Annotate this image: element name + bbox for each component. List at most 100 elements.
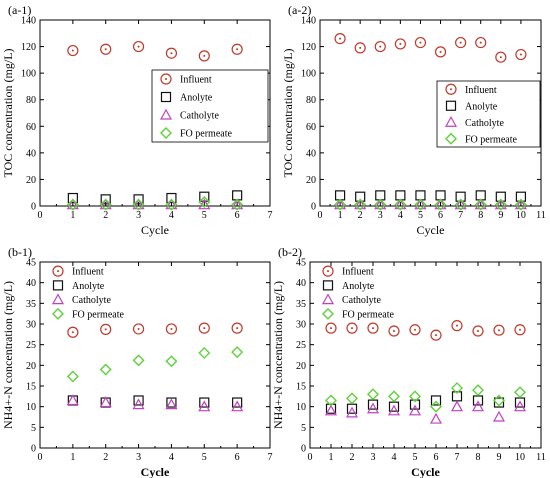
y-tick-label: 0 bbox=[31, 202, 36, 213]
legend-label: Influent bbox=[342, 267, 374, 278]
y-tick-label: 120 bbox=[301, 42, 316, 53]
data-point-catholyte bbox=[324, 404, 338, 416]
legend-label: Influent bbox=[72, 267, 104, 278]
data-point-anolyte bbox=[166, 397, 177, 408]
data-point-fo-permeate bbox=[354, 198, 367, 211]
x-tick-label: 10 bbox=[515, 452, 525, 463]
data-point-influent bbox=[67, 326, 79, 338]
data-point-catholyte bbox=[471, 400, 485, 412]
data-point-catholyte bbox=[345, 406, 359, 418]
chart-panel-2: 0 1 2 3 4 5 6 7 8 9 10 11 0 20 40 60 80 100 120 140(a-2) Cyc… bbox=[281, 3, 546, 237]
x-tick-label: 7 bbox=[268, 210, 273, 221]
data-point-influent bbox=[430, 329, 442, 341]
legend-marker-influent bbox=[445, 83, 457, 95]
data-point-influent bbox=[472, 325, 484, 337]
x-tick-label: 5 bbox=[418, 210, 423, 221]
y-tick-label: 20 bbox=[296, 361, 306, 372]
data-point-anolyte bbox=[355, 191, 366, 202]
x-tick-label: 2 bbox=[103, 452, 108, 463]
data-point-catholyte bbox=[454, 198, 467, 210]
data-point-anolyte bbox=[166, 192, 177, 204]
x-tick-label: 2 bbox=[350, 452, 355, 463]
data-point-catholyte bbox=[132, 398, 145, 410]
x-tick-label: 6 bbox=[235, 210, 240, 221]
x-tick-label: 0 bbox=[38, 452, 43, 463]
y-tick-label: 20 bbox=[306, 175, 316, 186]
data-point-influent bbox=[515, 48, 527, 61]
data-point-anolyte bbox=[430, 395, 442, 406]
data-point-anolyte bbox=[199, 191, 210, 202]
legend-label: Influent bbox=[180, 75, 212, 86]
legend-label: Influent bbox=[465, 85, 497, 96]
data-point-anolyte bbox=[515, 191, 527, 202]
data-point-influent bbox=[198, 322, 210, 334]
x-tick-label: 3 bbox=[378, 210, 383, 221]
data-point-fo-permeate bbox=[334, 198, 347, 211]
data-point-fo-permeate bbox=[472, 384, 484, 397]
x-tick-label: 0 bbox=[308, 452, 313, 463]
legend-label: Catholyte bbox=[465, 118, 504, 129]
data-point-catholyte bbox=[366, 402, 380, 414]
data-point-catholyte bbox=[334, 198, 347, 210]
data-point-fo-permeate bbox=[451, 382, 463, 395]
data-point-fo-permeate bbox=[132, 354, 145, 367]
x-tick-label: 1 bbox=[338, 210, 343, 221]
legend-marker-influent bbox=[52, 265, 64, 277]
legend-label: Anolyte bbox=[72, 281, 105, 292]
legend-label: Anolyte bbox=[180, 93, 213, 104]
data-point-catholyte bbox=[132, 198, 145, 210]
x-tick-label: 8 bbox=[478, 210, 483, 221]
y-tick-label: 120 bbox=[21, 42, 36, 53]
x-tick-label: 7 bbox=[268, 452, 273, 463]
panel-label: (a-2) bbox=[288, 3, 311, 17]
x-tick-label: 6 bbox=[235, 452, 240, 463]
data-point-catholyte bbox=[165, 398, 178, 410]
legend-marker-fo-permeate bbox=[160, 127, 172, 139]
y-tick-label: 30 bbox=[26, 320, 36, 331]
y-tick-label: 140 bbox=[301, 16, 316, 27]
y-tick-label: 100 bbox=[21, 69, 36, 80]
data-point-fo-permeate bbox=[325, 394, 337, 407]
data-point-catholyte bbox=[99, 396, 112, 408]
data-point-influent bbox=[132, 323, 145, 335]
y-tick-label: 35 bbox=[26, 299, 36, 310]
legend: Influent Anolyte Catholyte FO permeate bbox=[151, 69, 269, 143]
x-tick-label: 7 bbox=[458, 210, 463, 221]
data-point-fo-permeate bbox=[514, 198, 527, 211]
data-point-fo-permeate bbox=[99, 198, 112, 211]
legend-label: FO permeate bbox=[180, 129, 232, 140]
data-point-catholyte bbox=[198, 400, 211, 412]
x-tick-label: 9 bbox=[498, 210, 503, 221]
data-point-influent bbox=[231, 43, 243, 55]
data-point-fo-permeate bbox=[434, 198, 447, 211]
data-point-catholyte bbox=[374, 198, 387, 210]
data-point-catholyte bbox=[354, 198, 367, 210]
data-point-fo-permeate bbox=[494, 198, 507, 211]
data-point-fo-permeate bbox=[454, 198, 467, 211]
legend: Influent Anolyte Catholyte FO permeate bbox=[321, 265, 394, 320]
data-point-influent bbox=[493, 324, 505, 336]
x-axis-title: Cycle bbox=[417, 223, 445, 237]
data-point-anolyte bbox=[199, 397, 210, 408]
x-tick-label: 10 bbox=[516, 210, 526, 221]
legend-marker-catholyte bbox=[159, 108, 173, 120]
data-point-fo-permeate bbox=[99, 363, 112, 376]
data-point-influent bbox=[198, 50, 210, 62]
data-point-influent bbox=[325, 322, 337, 334]
x-tick-label: 1 bbox=[329, 452, 334, 463]
data-point-influent bbox=[394, 38, 406, 50]
data-point-influent bbox=[231, 322, 243, 334]
data-point-fo-permeate bbox=[474, 198, 487, 211]
y-tick-label: 15 bbox=[26, 382, 36, 393]
legend-marker-anolyte bbox=[445, 100, 457, 111]
legend-marker-catholyte bbox=[51, 293, 65, 305]
data-point-catholyte bbox=[494, 198, 507, 210]
data-point-influent bbox=[334, 32, 346, 45]
data-point-catholyte bbox=[414, 198, 427, 210]
y-tick-label: 5 bbox=[301, 423, 306, 434]
data-point-fo-permeate bbox=[198, 346, 211, 359]
data-point-catholyte bbox=[231, 400, 244, 412]
data-point-influent bbox=[100, 323, 112, 335]
data-point-influent bbox=[434, 46, 447, 58]
